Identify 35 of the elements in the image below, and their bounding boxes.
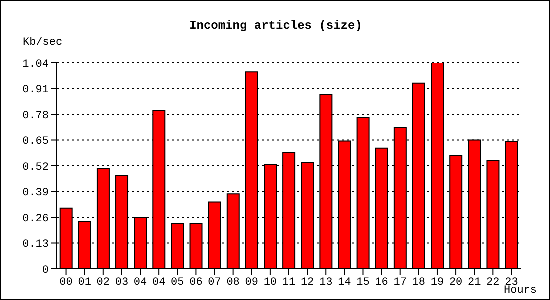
x-tick-label: 08 [226,276,240,289]
x-tick-label: 10 [264,276,278,289]
x-tick-label: 18 [412,276,426,289]
y-tick-label: 0.13 [22,239,49,252]
x-tick-label: 01 [78,276,92,289]
y-tick-label: 0.91 [22,84,50,97]
x-tick-label: 11 [282,276,296,289]
x-tick-label: 07 [208,276,222,289]
x-tick-label: 22 [486,276,500,289]
x-tick-label: 00 [60,276,73,289]
x-tick-label: 16 [375,276,388,289]
x-tick-label: 05 [171,276,184,289]
chart-title: Incoming articles (size) [188,19,364,33]
x-tick-label: 03 [115,276,129,289]
y-tick-label: 1.04 [22,58,50,71]
y-tick-label: 0.78 [22,110,49,122]
x-tick-label: 17 [394,276,407,289]
y-tick-label: 0.52 [22,162,49,174]
y-axis-title: Kb/sec [23,37,63,49]
y-tick-label: 0.26 [22,213,49,226]
x-tick-label: 13 [320,276,333,289]
x-tick-label: 06 [190,276,203,289]
x-tick-label: 21 [468,276,482,289]
x-tick-label: 02 [96,276,110,289]
x-tick-label: 09 [245,276,258,289]
x-tick-label: 20 [449,276,463,289]
x-tick-label: 12 [300,276,314,289]
y-tick-label: 0.39 [22,188,49,200]
y-tick-label: 0.65 [22,136,49,148]
x-tick-label: 04 [134,276,148,289]
x-tick-label: 14 [338,276,352,289]
y-tick-label: 0 [42,264,49,277]
x-tick-label: 04 [152,276,166,289]
x-tick-label: 15 [356,276,370,289]
x-tick-label: 19 [430,276,444,289]
